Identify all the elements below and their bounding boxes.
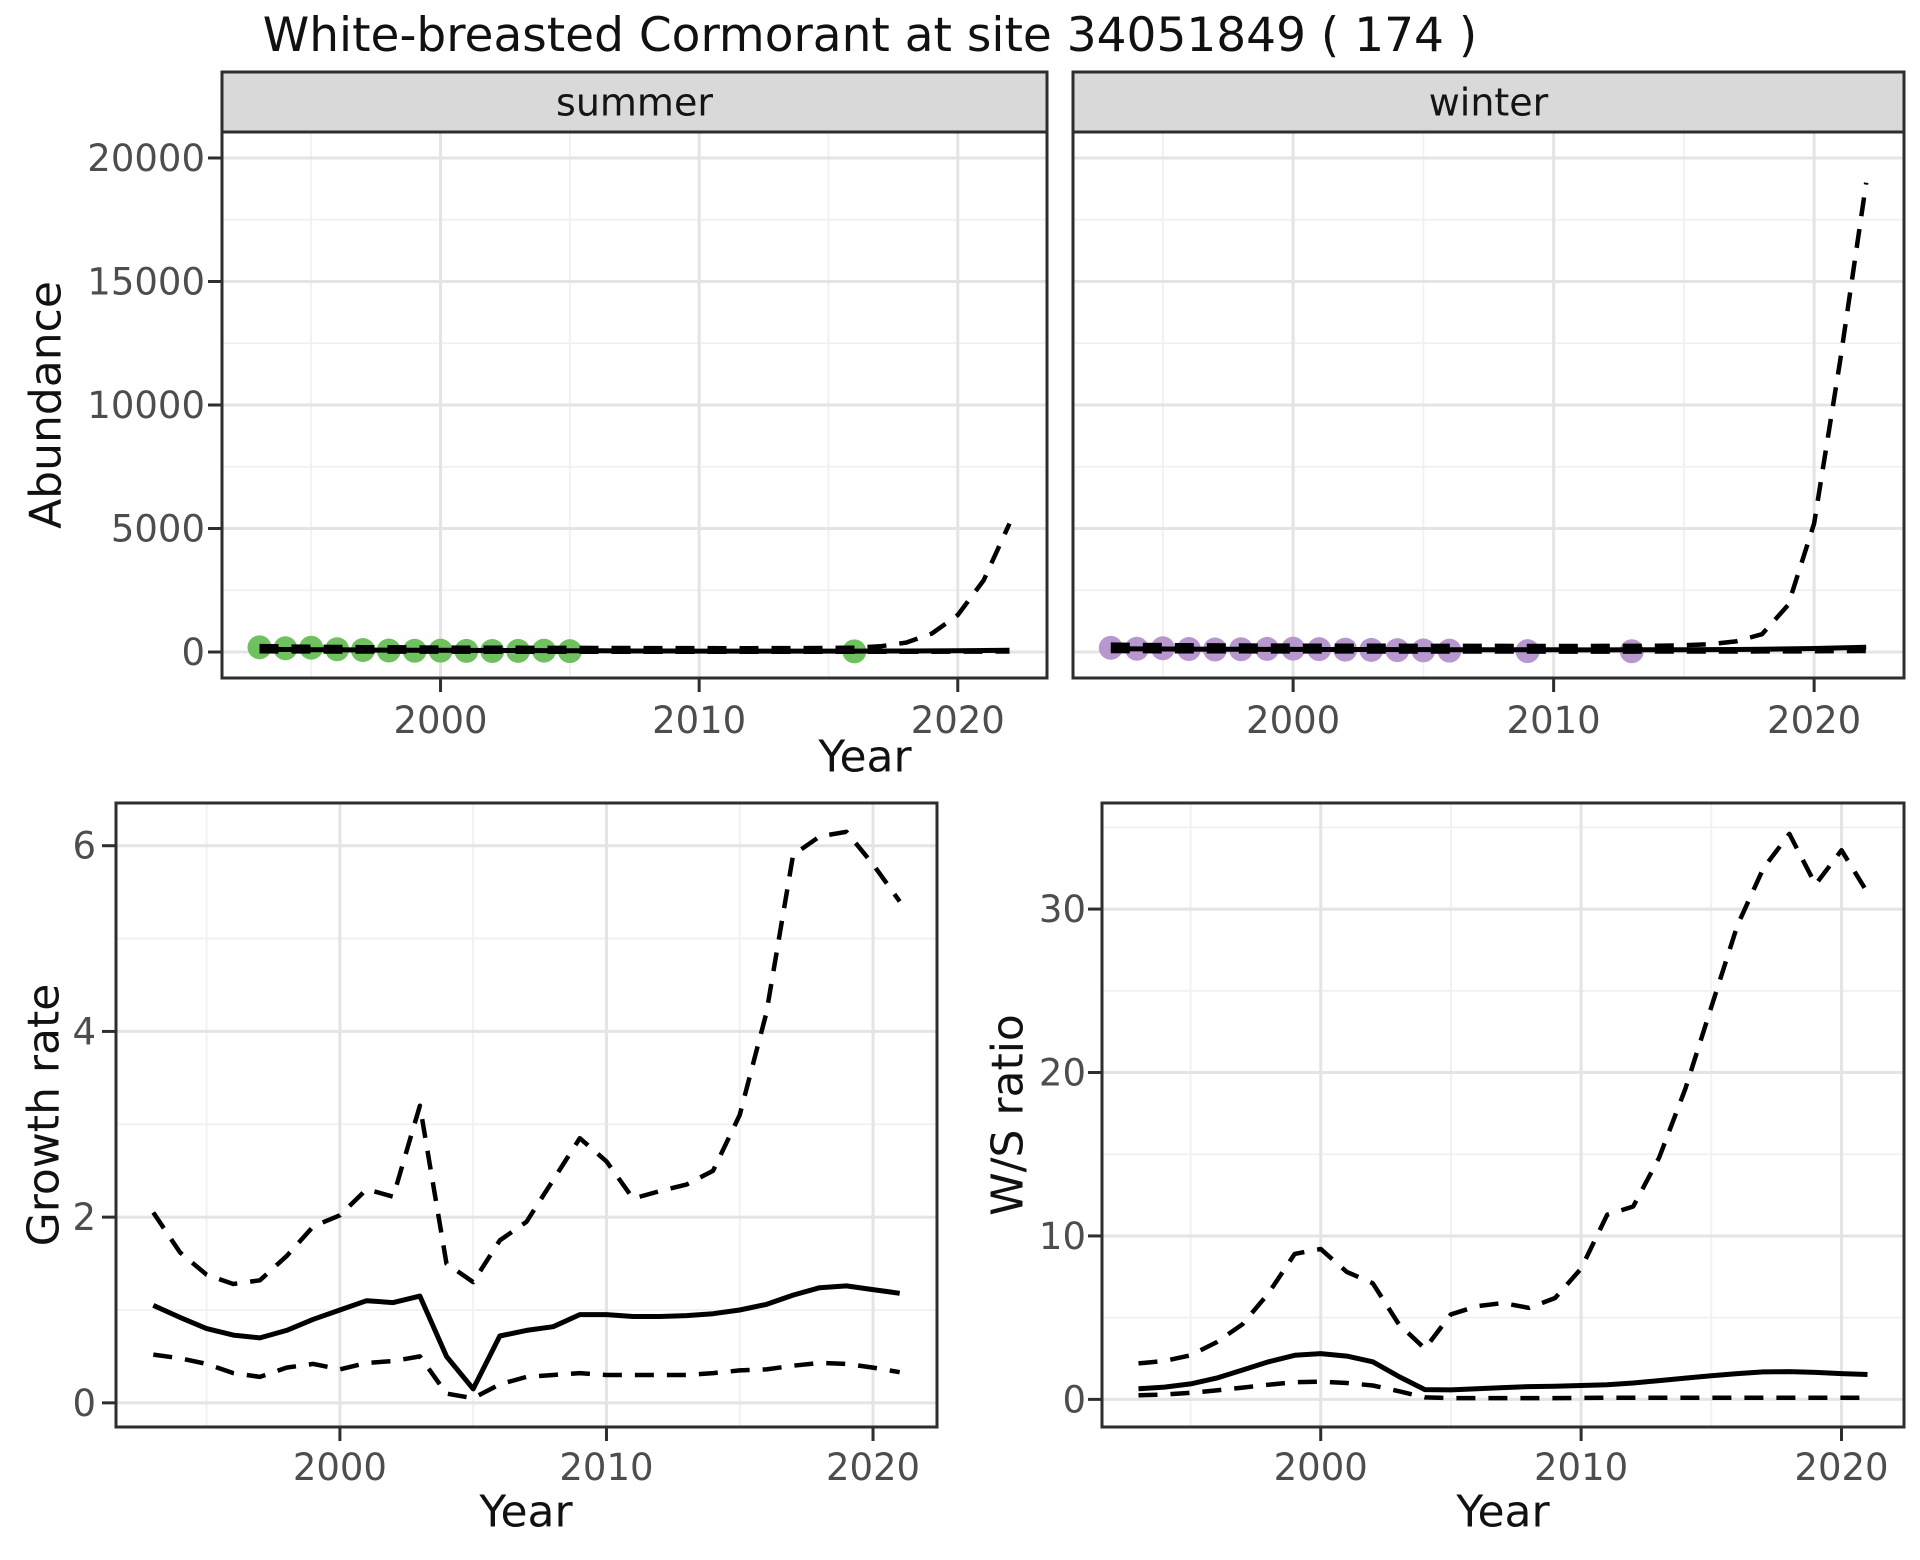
x-tick-label: 2010: [652, 699, 746, 742]
x-axis-title-top: Year: [818, 731, 912, 783]
facet-strip: [1071, 70, 1906, 134]
growth-rate-median-line: [152, 1283, 901, 1392]
y-tick-label: 0: [72, 1382, 96, 1425]
summer-abundance-upper_95ci-line: [259, 522, 1012, 651]
x-tick-label: 2000: [393, 699, 487, 742]
y-tick-label: 30: [1039, 888, 1086, 931]
x-tick-label: 2000: [1246, 699, 1340, 742]
x-tick-label: 2020: [1767, 699, 1861, 742]
y-tick-label: 20000: [87, 137, 205, 180]
facet-strip-label-summer: summer: [556, 80, 713, 124]
growth-rate-lower_95ci-line: [152, 1352, 901, 1401]
winter-abundance-median-line: [1110, 644, 1867, 653]
y-tick-label: 2: [72, 1196, 96, 1239]
panel-background: [1102, 803, 1904, 1427]
y-tick-label: 10000: [87, 384, 205, 427]
x-axis-title-ws: Year: [1456, 1486, 1550, 1538]
observed-winter-counts-point: [1098, 635, 1123, 660]
panel-border: [1100, 801, 1906, 1429]
growth-rate-upper_95ci-line: [151, 829, 902, 1287]
panel-background: [116, 803, 937, 1427]
x-tick-label: 2010: [559, 1446, 653, 1489]
x-tick-label: 2010: [1534, 1446, 1628, 1489]
x-tick-label: 2020: [1794, 1446, 1888, 1489]
x-tick-label: 2000: [1274, 1446, 1368, 1489]
y-axis-title-abundance: Abundance: [20, 281, 72, 529]
y-tick-label: 6: [72, 825, 96, 868]
y-tick-label: 5000: [111, 507, 205, 550]
y-axis-title-growth: Growth rate: [18, 983, 70, 1247]
x-axis-title-growth: Year: [479, 1486, 573, 1538]
x-tick-label: 2020: [826, 1446, 920, 1489]
y-tick-label: 10: [1039, 1215, 1086, 1258]
y-tick-label: 4: [72, 1010, 96, 1053]
x-tick-label: 2010: [1507, 699, 1601, 742]
y-axis-title-ws: W/S ratio: [982, 1014, 1034, 1216]
y-tick-label: 0: [181, 631, 205, 674]
ws-ratio-lower_95ci-line: [1138, 1379, 1868, 1401]
ws-ratio-upper_95ci-line: [1138, 831, 1870, 1366]
facet-strip-label-winter: winter: [1429, 80, 1549, 124]
facet-strip: [220, 70, 1049, 134]
figure-title: White-breasted Cormorant at site 3405184…: [262, 8, 1478, 63]
summer-abundance-lower_95ci-line: [259, 649, 1010, 655]
y-tick-label: 15000: [87, 260, 205, 303]
x-tick-label: 2020: [911, 699, 1005, 742]
y-tick-label: 0: [1062, 1378, 1086, 1421]
panel-border: [114, 801, 939, 1429]
ws-ratio-median-line: [1138, 1351, 1868, 1393]
y-tick-label: 20: [1039, 1051, 1086, 1094]
x-tick-label: 2000: [293, 1446, 387, 1489]
